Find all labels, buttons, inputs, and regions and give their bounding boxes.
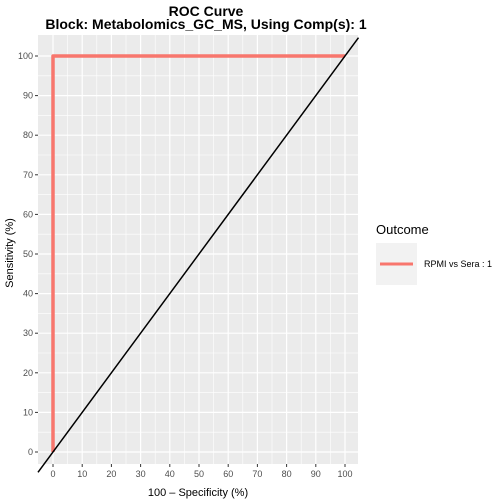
x-tick-label: 70 [252,469,262,479]
grid-minor [38,35,358,464]
y-tick-label: 100 [18,51,33,61]
y-tick-label: 60 [23,209,33,219]
y-tick-label: 70 [23,170,33,180]
x-axis-title: 100 – Specificity (%) [148,487,248,499]
x-tick-label: 80 [282,469,292,479]
series-layer [37,37,360,473]
plot-panel [38,35,358,464]
legend-title: Outcome [376,222,429,237]
x-tick-label: 60 [223,469,233,479]
roc-curve [51,54,345,452]
legend-label: RPMI vs Sera : 1 [424,259,492,269]
chart-subtitle: Block: Metabolomics_GC_MS, Using Comp(s)… [45,16,366,32]
x-tick-label: 50 [194,469,204,479]
x-tick-label: 0 [50,469,55,479]
x-tick-label: 30 [136,469,146,479]
y-tick-label: 80 [23,130,33,140]
legend: Outcome RPMI vs Sera : 1 [376,222,492,285]
reference-diagonal [37,37,360,473]
y-tick-label: 30 [23,328,33,338]
y-tick-label: 40 [23,289,33,299]
y-tick-label: 10 [23,407,33,417]
x-tick-label: 40 [165,469,175,479]
y-tick-label: 20 [23,368,33,378]
x-tick-label: 100 [337,469,352,479]
y-axis: 0 10 20 30 40 50 60 70 80 90 100 [18,51,38,457]
y-tick-label: 0 [28,447,33,457]
x-tick-label: 20 [106,469,116,479]
x-axis: 0 10 20 30 40 50 60 70 80 90 100 [50,464,353,479]
x-tick-label: 90 [311,469,321,479]
chart-title: ROC Curve [169,3,244,19]
x-tick-label: 10 [77,469,87,479]
y-tick-label: 90 [23,91,33,101]
y-axis-title: Sensitivity (%) [4,218,16,288]
y-tick-label: 50 [23,249,33,259]
